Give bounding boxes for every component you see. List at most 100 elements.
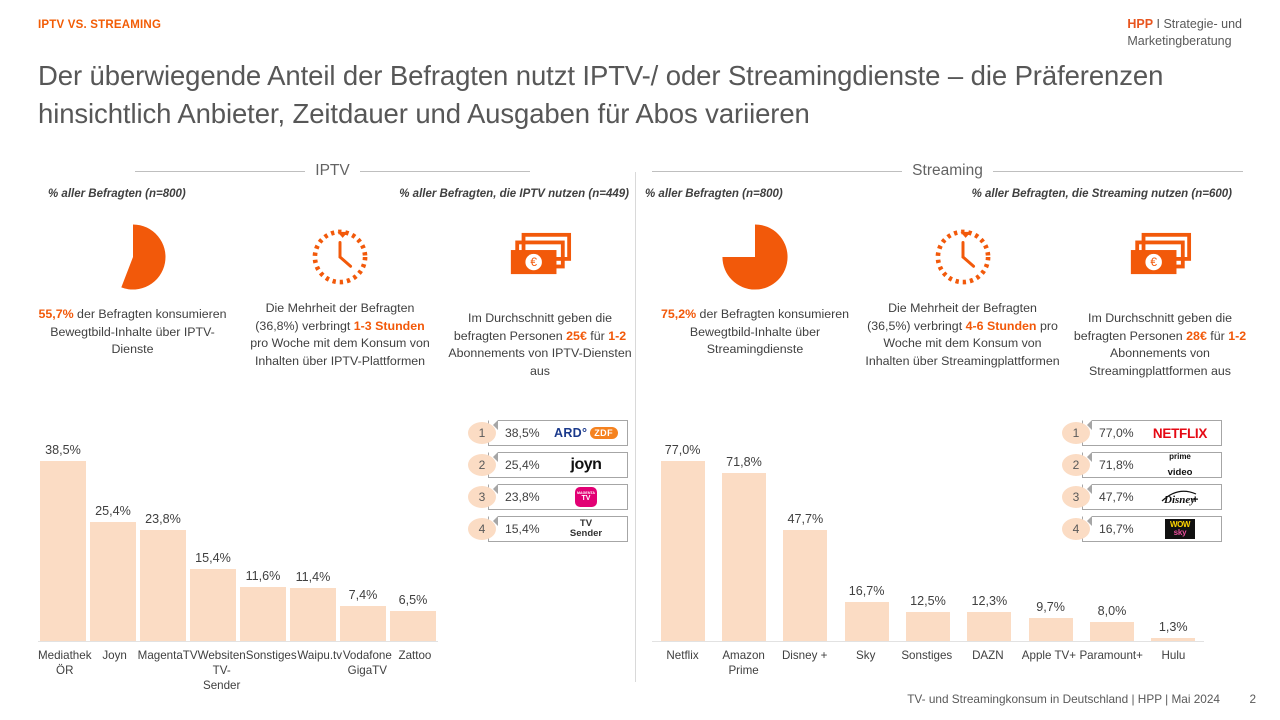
- streaming-money-mid: für: [1206, 328, 1229, 343]
- streaming-time-line1: Die Mehrheit der Befragten (36,5%) verbr…: [867, 301, 1037, 333]
- ranking-row: 3 23,8% MAGENTA TV: [468, 484, 628, 510]
- joyn-logo: joyn: [570, 456, 602, 473]
- category-label: Netflix: [666, 649, 699, 662]
- ranking-row: 2 71,8% prime video: [1062, 452, 1222, 478]
- iptv-info-columns: 55,7% der Befragten konsumieren Bewegtbi…: [30, 218, 635, 418]
- ranking-row: 2 25,4% joyn: [468, 452, 628, 478]
- rank-badge: 3: [1062, 486, 1090, 508]
- streaming-subnotes: % aller Befragten (n=800) % aller Befrag…: [645, 188, 1250, 210]
- bar: [190, 569, 236, 641]
- page-title: Der überwiegende Anteil der Befragten nu…: [38, 60, 1164, 129]
- ranking-percent: 38,5%: [505, 426, 540, 440]
- bar: [660, 461, 705, 641]
- streaming-panel: Streaming % aller Befragten (n=800) % al…: [645, 160, 1250, 418]
- wow-sky-logo: WOW sky: [1139, 517, 1221, 541]
- bar: [1089, 622, 1134, 641]
- rule-right: [359, 170, 530, 172]
- category-label: Sonstiges: [245, 649, 297, 662]
- company-logo: HPP I Strategie- und Marketingberatung: [1127, 16, 1242, 49]
- bar: [783, 529, 828, 641]
- streaming-money-text: Im Durchschnitt geben die befragten Pers…: [1070, 310, 1250, 380]
- bar-value-label: 16,7%: [848, 584, 885, 599]
- category-label: Joyn: [102, 649, 127, 662]
- magentatv-logo: MAGENTA TV: [545, 485, 627, 509]
- iptv-section-header: IPTV: [30, 160, 635, 182]
- ranking-row: 1 77,0% NETFLIX: [1062, 420, 1222, 446]
- iptv-section-title: IPTV: [315, 162, 350, 179]
- category-label: DAZN: [972, 649, 1004, 662]
- ranking-box: 15,4% TV Sender: [488, 516, 628, 542]
- bar-value-label: 9,7%: [1036, 600, 1065, 615]
- bar: [1028, 618, 1073, 641]
- category-label: Sonstiges: [901, 649, 953, 662]
- iptv-money-mid: für: [586, 328, 609, 343]
- bar-value-label: 7,4%: [348, 588, 378, 603]
- pie-chart-icon: [655, 218, 855, 296]
- streaming-money-highlight-1: 28€: [1186, 328, 1207, 343]
- ranking-row: 3 47,7% Disney +: [1062, 484, 1222, 510]
- logo-brand: HPP: [1127, 17, 1154, 31]
- clock-icon: [245, 218, 435, 296]
- clock-icon: [865, 218, 1060, 296]
- streaming-bars: 77,0% 71,8% 47,7% 16,7% 12,5% 12,3% 9,7% 8,0% 1,…: [652, 420, 1204, 641]
- category-label: Disney +: [781, 649, 828, 662]
- category-label: Zattoo: [398, 649, 432, 662]
- rule-right: [992, 170, 1243, 172]
- streaming-time-text: Die Mehrheit der Befragten (36,5%) verbr…: [865, 300, 1060, 370]
- bar-group: 23,8%: [138, 420, 188, 641]
- iptv-time-line1: Die Mehrheit der Befragten (36,8%) verbr…: [255, 301, 415, 333]
- iptv-bar-chart: 38,5% 25,4% 23,8% 15,4% 11,6% 11,4% 7,4% 6,5% M…: [38, 420, 438, 692]
- category-label: Vodafone GigaTV: [342, 649, 392, 678]
- iptv-category-labels: Mediathek ÖR Joyn MagentaTV Websiten TV-Sende…: [38, 648, 438, 693]
- bar: [240, 586, 286, 641]
- bar-group: 15,4%: [188, 420, 238, 641]
- iptv-money-highlight-1: 25€: [566, 328, 587, 343]
- streaming-time-line2: pro Woche mit dem Konsum von Inhalten üb…: [865, 318, 1060, 368]
- iptv-subnotes: % aller Befragten (n=800) % aller Befrag…: [30, 188, 635, 210]
- category-label: Hulu: [1161, 649, 1186, 662]
- streaming-info-pie: 75,2% der Befragten konsumieren Bewegtbi…: [655, 218, 855, 359]
- footer-text: TV- und Streamingkonsum in Deutschland |…: [907, 692, 1220, 706]
- bar-group: 25,4%: [88, 420, 138, 641]
- rank-badge: 4: [1062, 518, 1090, 540]
- iptv-panel: IPTV % aller Befragten (n=800) % aller B…: [30, 160, 635, 418]
- category-label: Amazon Prime: [722, 649, 765, 678]
- streaming-ranking-list: 1 77,0% NETFLIX 2 71,8% prime video 3 47,7% Disne…: [1062, 420, 1222, 548]
- bar: [967, 612, 1012, 641]
- bar: [140, 529, 186, 641]
- bar-value-label: 71,8%: [726, 455, 762, 470]
- ranking-percent: 15,4%: [505, 522, 540, 536]
- bar-value-label: 12,3%: [971, 594, 1008, 609]
- category-label: Paramount+: [1079, 649, 1143, 662]
- streaming-bar-chart: 77,0% 71,8% 47,7% 16,7% 12,5% 12,3% 9,7% 8,0% 1,…: [652, 420, 1204, 678]
- rank-badge: 2: [468, 454, 496, 476]
- bar-value-label: 1,3%: [1158, 619, 1188, 634]
- disney-plus-logo: Disney +: [1139, 485, 1221, 509]
- iptv-info-pie: 55,7% der Befragten konsumieren Bewegtbi…: [30, 218, 235, 359]
- bar: [844, 602, 889, 641]
- banknotes-euro-icon: €: [445, 218, 635, 296]
- streaming-money-line2: Abonnements von Streamingplattformen aus: [1089, 346, 1231, 378]
- bar-value-label: 15,4%: [195, 551, 231, 566]
- rank-badge: 4: [468, 518, 496, 540]
- iptv-axis-line: [38, 641, 438, 642]
- streaming-time-highlight: 4-6 Stunden: [965, 318, 1037, 333]
- iptv-subnote-right: % aller Befragten, die IPTV nutzen (n=44…: [399, 188, 629, 200]
- ranking-percent: 47,7%: [1099, 490, 1134, 504]
- bar: [390, 610, 436, 641]
- ranking-box: 71,8% prime video: [1082, 452, 1222, 478]
- iptv-money-line2: Abonnements von IPTV-Diensten aus: [448, 346, 632, 378]
- ranking-box: 47,7% Disney +: [1082, 484, 1222, 510]
- ranking-row: 4 16,7% WOW sky: [1062, 516, 1222, 542]
- rule-left: [135, 170, 306, 172]
- iptv-subnote-left: % aller Befragten (n=800): [48, 188, 186, 200]
- streaming-pie-text: 75,2% der Befragten konsumieren Bewegtbi…: [655, 306, 855, 359]
- iptv-money-line1: Im Durchschnitt geben die befragten Pers…: [453, 311, 612, 343]
- slide-kicker: IPTV VS. STREAMING: [38, 19, 162, 31]
- bar-group: 71,8%: [713, 420, 774, 641]
- ranking-percent: 25,4%: [505, 458, 540, 472]
- ranking-percent: 71,8%: [1099, 458, 1134, 472]
- ranking-row: 1 38,5% ARD° ZDF: [468, 420, 628, 446]
- ranking-row: 4 15,4% TV Sender: [468, 516, 628, 542]
